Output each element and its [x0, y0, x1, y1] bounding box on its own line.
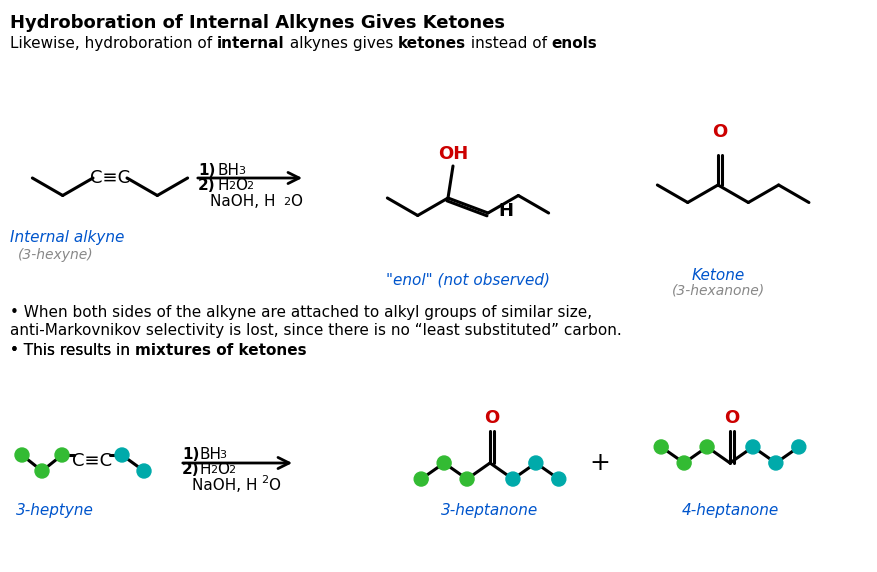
Circle shape: [15, 448, 29, 462]
Text: O: O: [724, 409, 738, 427]
Text: Ketone: Ketone: [690, 268, 744, 283]
Circle shape: [653, 440, 667, 454]
Text: 2: 2: [246, 181, 253, 191]
Text: +: +: [588, 451, 610, 475]
Circle shape: [115, 448, 129, 462]
Text: H: H: [497, 202, 512, 220]
Text: H: H: [200, 462, 211, 477]
Text: 4-heptanone: 4-heptanone: [681, 503, 778, 518]
Circle shape: [676, 456, 690, 470]
Circle shape: [437, 456, 451, 470]
Text: NaOH, H: NaOH, H: [192, 478, 257, 493]
Text: instead of: instead of: [466, 36, 552, 51]
Text: mixtures of ketones: mixtures of ketones: [135, 343, 306, 358]
Text: enols: enols: [552, 36, 597, 51]
Text: H: H: [217, 178, 229, 193]
Circle shape: [551, 472, 565, 486]
Text: O: O: [267, 478, 280, 493]
Circle shape: [55, 448, 69, 462]
Text: Likewise, hydroboration of: Likewise, hydroboration of: [10, 36, 217, 51]
Circle shape: [35, 464, 49, 478]
Circle shape: [414, 472, 428, 486]
Text: 3: 3: [218, 450, 225, 460]
Text: (3-hexyne): (3-hexyne): [18, 248, 94, 262]
Text: 2: 2: [228, 465, 235, 475]
Text: NaOH, H: NaOH, H: [210, 194, 275, 209]
Circle shape: [791, 440, 805, 454]
Text: 1): 1): [182, 447, 199, 462]
Text: Hydroboration of Internal Alkynes Gives Ketones: Hydroboration of Internal Alkynes Gives …: [10, 14, 504, 32]
Text: 2: 2: [282, 197, 289, 207]
Text: BH: BH: [200, 447, 222, 462]
Text: • When both sides of the alkyne are attached to alkyl groups of similar size,: • When both sides of the alkyne are atta…: [10, 305, 591, 320]
Text: 2): 2): [182, 462, 199, 477]
Text: Internal alkyne: Internal alkyne: [10, 230, 125, 245]
Text: O: O: [217, 462, 229, 477]
Text: H: H: [747, 441, 757, 454]
Circle shape: [137, 464, 151, 478]
Text: 3-heptanone: 3-heptanone: [441, 503, 538, 518]
Circle shape: [745, 440, 759, 454]
Text: alkynes gives: alkynes gives: [284, 36, 397, 51]
Text: O: O: [711, 123, 727, 141]
Circle shape: [505, 472, 519, 486]
Circle shape: [528, 456, 542, 470]
Text: H: H: [462, 472, 471, 485]
Text: internal: internal: [217, 36, 284, 51]
Text: • This results in: • This results in: [10, 343, 135, 358]
Text: O: O: [289, 194, 302, 209]
Text: C≡C: C≡C: [89, 169, 130, 187]
Text: • This results in: • This results in: [10, 343, 135, 358]
Text: 2: 2: [260, 475, 267, 485]
Text: 3: 3: [238, 166, 245, 176]
Circle shape: [460, 472, 474, 486]
Text: 3-heptyne: 3-heptyne: [16, 503, 94, 518]
Text: H: H: [702, 441, 711, 454]
Text: ketones: ketones: [397, 36, 466, 51]
Circle shape: [699, 440, 713, 454]
Text: H: H: [508, 472, 517, 485]
Text: anti-Markovnikov selectivity is lost, since there is no “least substituted” carb: anti-Markovnikov selectivity is lost, si…: [10, 323, 621, 338]
Text: BH: BH: [217, 163, 239, 178]
Text: C≡C: C≡C: [72, 452, 112, 470]
Text: 2: 2: [210, 465, 217, 475]
Text: "enol" (not observed): "enol" (not observed): [386, 272, 549, 287]
Text: OH: OH: [438, 145, 467, 163]
Text: O: O: [484, 409, 499, 427]
Text: (3-hexanone): (3-hexanone): [671, 283, 764, 297]
Text: 1): 1): [198, 163, 215, 178]
Circle shape: [768, 456, 782, 470]
Text: O: O: [235, 178, 246, 193]
Text: 2: 2: [228, 181, 235, 191]
Text: 2): 2): [198, 178, 216, 193]
